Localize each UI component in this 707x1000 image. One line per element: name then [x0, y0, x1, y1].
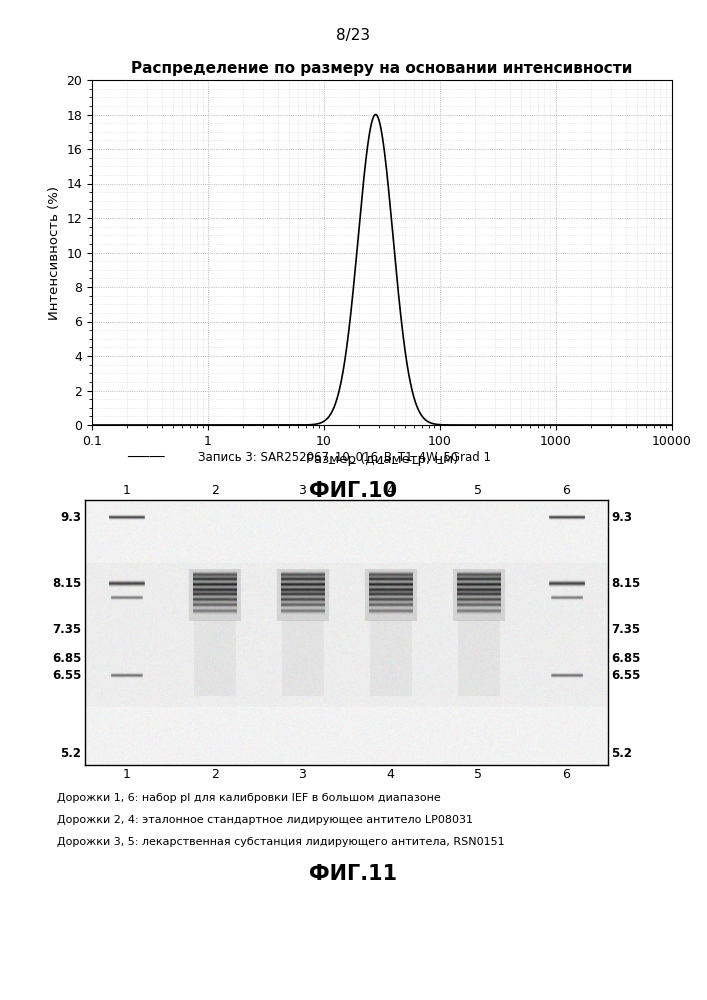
Text: 9.3: 9.3 [60, 511, 81, 524]
Text: 1: 1 [123, 768, 131, 781]
Text: 8.15: 8.15 [612, 577, 641, 590]
Text: 6.55: 6.55 [612, 669, 641, 682]
Text: 4: 4 [387, 768, 395, 781]
Text: 8/23: 8/23 [337, 28, 370, 43]
Y-axis label: Интенсивность (%): Интенсивность (%) [48, 186, 61, 320]
Text: ФИГ.10: ФИГ.10 [310, 481, 397, 501]
Text: 8.15: 8.15 [52, 577, 81, 590]
Text: Дорожки 2, 4: эталонное стандартное лидирующее антитело LP08031: Дорожки 2, 4: эталонное стандартное лиди… [57, 815, 472, 825]
Text: Дорожки 1, 6: набор pI для калибровки IEF в большом диапазоне: Дорожки 1, 6: набор pI для калибровки IE… [57, 793, 440, 803]
Text: 5: 5 [474, 768, 482, 781]
Text: ФИГ.11: ФИГ.11 [310, 864, 397, 884]
Text: 6: 6 [562, 484, 570, 497]
X-axis label: Размер (диаметр, нм): Размер (диаметр, нм) [305, 453, 458, 466]
Text: 2: 2 [211, 484, 218, 497]
Text: 3: 3 [298, 768, 306, 781]
Text: 9.3: 9.3 [612, 511, 633, 524]
Text: 1: 1 [123, 484, 131, 497]
Text: 4: 4 [387, 484, 395, 497]
Text: 6.85: 6.85 [612, 652, 641, 665]
Text: 5.2: 5.2 [60, 747, 81, 760]
Text: 5.2: 5.2 [612, 747, 633, 760]
Text: 6.55: 6.55 [52, 669, 81, 682]
Text: Дорожки 3, 5: лекарственная субстанция лидирующего антитела, RSN0151: Дорожки 3, 5: лекарственная субстанция л… [57, 837, 504, 847]
Text: 6.85: 6.85 [52, 652, 81, 665]
Text: 6: 6 [562, 768, 570, 781]
Title: Распределение по размеру на основании интенсивности: Распределение по размеру на основании ин… [131, 61, 633, 76]
Text: 2: 2 [211, 768, 218, 781]
Text: ─────: ───── [127, 450, 165, 464]
Text: 5: 5 [474, 484, 482, 497]
Text: Запись 3: SAR252067_10_016_B_T1_4W_5Grad 1: Запись 3: SAR252067_10_016_B_T1_4W_5Grad… [198, 450, 491, 464]
Text: 7.35: 7.35 [612, 623, 641, 636]
Text: 7.35: 7.35 [52, 623, 81, 636]
Text: 3: 3 [298, 484, 306, 497]
